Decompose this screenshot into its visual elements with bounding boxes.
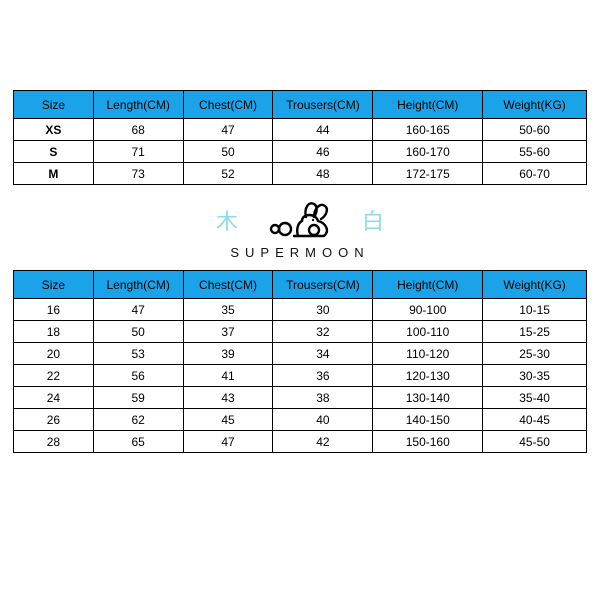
table-cell: 50 (93, 321, 183, 343)
table-cell: 26 (14, 409, 94, 431)
table-cell: 172-175 (373, 163, 483, 185)
table-cell: 37 (183, 321, 273, 343)
table-cell: 140-150 (373, 409, 483, 431)
table-row: 22564136120-13030-35 (14, 365, 587, 387)
col-trousers: Trousers(CM) (273, 271, 373, 299)
table-cell: 35 (183, 299, 273, 321)
table-cell: 100-110 (373, 321, 483, 343)
table-cell: 39 (183, 343, 273, 365)
table-cell: 40-45 (483, 409, 587, 431)
table-cell: 35-40 (483, 387, 587, 409)
table-cell: 56 (93, 365, 183, 387)
table-cell: 59 (93, 387, 183, 409)
table-cell: 45 (183, 409, 273, 431)
table-cell: 42 (273, 431, 373, 453)
col-height: Height(CM) (373, 271, 483, 299)
rabbit-icon (268, 199, 332, 241)
logo-top-row: 木 (0, 199, 600, 241)
table-cell: 18 (14, 321, 94, 343)
col-size: Size (14, 91, 94, 119)
table-cell: 71 (93, 141, 183, 163)
table-cell: 47 (93, 299, 183, 321)
table-cell: 45-50 (483, 431, 587, 453)
table-cell: 10-15 (483, 299, 587, 321)
left-chinese-char: 木 (216, 204, 238, 236)
table-cell: 36 (273, 365, 373, 387)
table-cell: 32 (273, 321, 373, 343)
table-cell: 47 (183, 431, 273, 453)
table-cell: 52 (183, 163, 273, 185)
table-row: 28654742150-16045-50 (14, 431, 587, 453)
table-row: 24594338130-14035-40 (14, 387, 587, 409)
table-cell: M (14, 163, 94, 185)
table-cell: 65 (93, 431, 183, 453)
brand-name: SUPERMOON (0, 245, 600, 260)
table-cell: 50 (183, 141, 273, 163)
col-length: Length(CM) (93, 271, 183, 299)
table-cell: 34 (273, 343, 373, 365)
table-cell: 60-70 (483, 163, 587, 185)
col-size: Size (14, 271, 94, 299)
table-cell: 47 (183, 119, 273, 141)
table-cell: 73 (93, 163, 183, 185)
col-chest: Chest(CM) (183, 91, 273, 119)
table-cell: 46 (273, 141, 373, 163)
table-header-row: Size Length(CM) Chest(CM) Trousers(CM) H… (14, 271, 587, 299)
table-row: S715046160-17055-60 (14, 141, 587, 163)
table-cell: XS (14, 119, 94, 141)
table-cell: 90-100 (373, 299, 483, 321)
table-row: XS684744160-16550-60 (14, 119, 587, 141)
table-cell: 16 (14, 299, 94, 321)
table-cell: 120-130 (373, 365, 483, 387)
table-cell: 130-140 (373, 387, 483, 409)
right-chinese-char: 白 (362, 204, 384, 236)
adult-size-table: Size Length(CM) Chest(CM) Trousers(CM) H… (13, 90, 587, 185)
kids-size-table: Size Length(CM) Chest(CM) Trousers(CM) H… (13, 270, 587, 453)
col-chest: Chest(CM) (183, 271, 273, 299)
table-cell: 20 (14, 343, 94, 365)
table-cell: 28 (14, 431, 94, 453)
size-chart-page: Size Length(CM) Chest(CM) Trousers(CM) H… (0, 0, 600, 600)
table-cell: 30-35 (483, 365, 587, 387)
table-body: 1647353090-10010-1518503732100-11015-252… (14, 299, 587, 453)
col-length: Length(CM) (93, 91, 183, 119)
col-weight: Weight(KG) (483, 271, 587, 299)
table-cell: 160-170 (373, 141, 483, 163)
table-row: M735248172-17560-70 (14, 163, 587, 185)
table-row: 18503732100-11015-25 (14, 321, 587, 343)
table-cell: 40 (273, 409, 373, 431)
table-row: 26624540140-15040-45 (14, 409, 587, 431)
table-cell: 48 (273, 163, 373, 185)
table-cell: 30 (273, 299, 373, 321)
table-header-row: Size Length(CM) Chest(CM) Trousers(CM) H… (14, 91, 587, 119)
col-weight: Weight(KG) (483, 91, 587, 119)
table-cell: 41 (183, 365, 273, 387)
table-cell: 25-30 (483, 343, 587, 365)
table-cell: 55-60 (483, 141, 587, 163)
table-cell: 150-160 (373, 431, 483, 453)
table-row: 1647353090-10010-15 (14, 299, 587, 321)
table-cell: 53 (93, 343, 183, 365)
table-cell: 15-25 (483, 321, 587, 343)
table-cell: 22 (14, 365, 94, 387)
table-body: XS684744160-16550-60S715046160-17055-60M… (14, 119, 587, 185)
table-cell: 24 (14, 387, 94, 409)
table-cell: S (14, 141, 94, 163)
table-cell: 110-120 (373, 343, 483, 365)
table-row: 20533934110-12025-30 (14, 343, 587, 365)
col-height: Height(CM) (373, 91, 483, 119)
col-trousers: Trousers(CM) (273, 91, 373, 119)
table-cell: 68 (93, 119, 183, 141)
table-cell: 50-60 (483, 119, 587, 141)
brand-logo-block: 木 (0, 199, 600, 260)
table-cell: 38 (273, 387, 373, 409)
table-cell: 160-165 (373, 119, 483, 141)
table-cell: 62 (93, 409, 183, 431)
table-cell: 43 (183, 387, 273, 409)
table-cell: 44 (273, 119, 373, 141)
